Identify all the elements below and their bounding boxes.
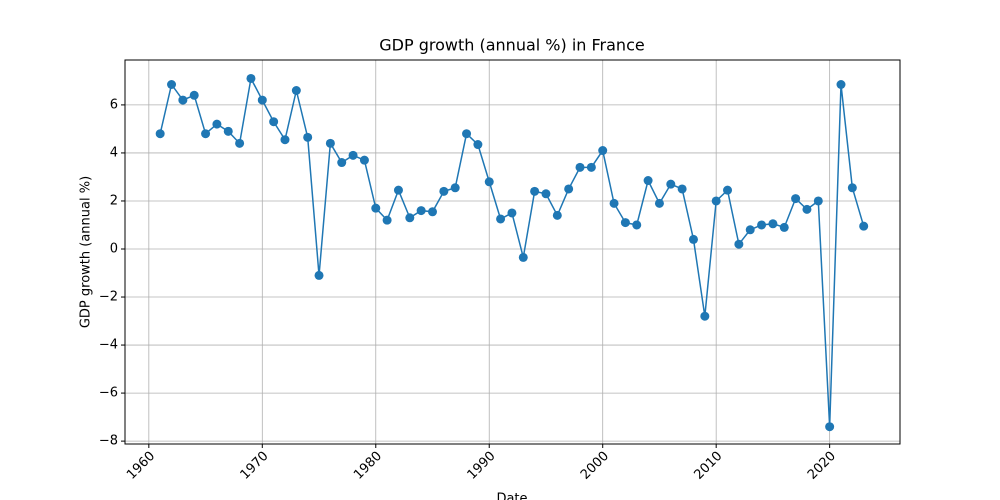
y-tick-label: −6 (99, 386, 118, 401)
data-point (337, 158, 347, 168)
data-point (473, 140, 483, 150)
data-point (518, 252, 528, 262)
data-point (450, 183, 460, 193)
data-point (745, 225, 755, 235)
data-point (371, 203, 381, 213)
data-point (734, 239, 744, 249)
y-tick-label: 6 (110, 97, 118, 112)
plot-frame (124, 59, 901, 445)
y-tick-label: 2 (110, 193, 118, 208)
data-point (496, 214, 506, 224)
y-tick-label: −2 (99, 290, 118, 305)
data-point (167, 79, 177, 89)
data-point (223, 126, 233, 136)
data-point (677, 184, 687, 194)
data-point (439, 186, 449, 196)
data-point (155, 129, 165, 139)
y-tick-label: −8 (99, 434, 118, 449)
data-point (609, 198, 619, 208)
data-point (178, 95, 188, 105)
data-point (212, 119, 222, 129)
data-point (813, 196, 823, 206)
data-point (530, 186, 540, 196)
data-point (802, 204, 812, 214)
data-point (620, 218, 630, 228)
data-point (847, 183, 857, 193)
y-tick-label: −4 (99, 338, 118, 353)
data-point (314, 270, 324, 280)
data-point (791, 194, 801, 204)
data-point (462, 129, 472, 139)
data-point (507, 208, 517, 218)
data-point (201, 129, 211, 139)
data-point (688, 234, 698, 244)
data-point (416, 206, 426, 216)
y-tick-label: 0 (110, 241, 118, 256)
data-point (359, 155, 369, 165)
data-point (291, 85, 301, 95)
data-point (598, 146, 608, 156)
data-point (257, 95, 267, 105)
data-point (235, 138, 245, 148)
x-axis-label: Date (496, 492, 527, 500)
data-point (768, 219, 778, 229)
data-point (779, 222, 789, 232)
data-point (484, 177, 494, 187)
data-point (654, 198, 664, 208)
data-point (428, 207, 438, 217)
data-point (405, 213, 415, 223)
data-point (564, 184, 574, 194)
data-point (723, 185, 733, 195)
data-point (711, 196, 721, 206)
data-point (382, 215, 392, 225)
data-point (303, 132, 313, 142)
y-axis-label: GDP growth (annual %) (79, 176, 94, 328)
data-point (643, 176, 653, 186)
data-point (666, 179, 676, 189)
data-point (189, 90, 199, 100)
data-point (325, 138, 335, 148)
data-point (393, 185, 403, 195)
data-point (825, 422, 835, 432)
data-point (541, 189, 551, 199)
data-point (246, 73, 256, 83)
data-point (280, 135, 290, 145)
data-point (575, 162, 585, 172)
y-tick-label: 4 (110, 145, 118, 160)
data-point (859, 221, 869, 231)
data-point (269, 117, 279, 127)
chart-title: GDP growth (annual %) in France (379, 36, 644, 55)
data-point (586, 162, 596, 172)
data-point (836, 79, 846, 89)
data-point (700, 311, 710, 321)
data-point (552, 210, 562, 220)
data-point (348, 150, 358, 160)
data-point (757, 220, 767, 230)
data-point (632, 220, 642, 230)
